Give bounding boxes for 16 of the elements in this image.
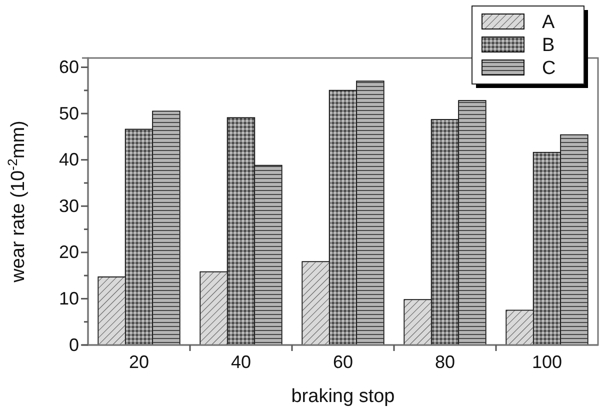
y-tick-label: 20 <box>58 242 79 262</box>
x-tick-label: 40 <box>230 352 252 372</box>
x-tick-label: 60 <box>332 352 354 372</box>
x-tick-label: 80 <box>434 352 456 372</box>
x-tick-label: 20 <box>128 352 150 372</box>
y-tick-label: 40 <box>58 150 79 170</box>
y-tick-label: 10 <box>58 288 79 308</box>
x-axis-title: braking stop <box>291 386 395 407</box>
x-tick-label: 100 <box>532 352 562 372</box>
y-tick-label: 60 <box>58 57 79 78</box>
y-tick-label: 50 <box>58 103 79 124</box>
y-tick-label: 0 <box>68 334 79 355</box>
legend-label: B <box>542 35 555 56</box>
legend-label: C <box>542 58 556 79</box>
y-tick-label: 30 <box>58 196 79 216</box>
legend-label: A <box>542 12 555 33</box>
